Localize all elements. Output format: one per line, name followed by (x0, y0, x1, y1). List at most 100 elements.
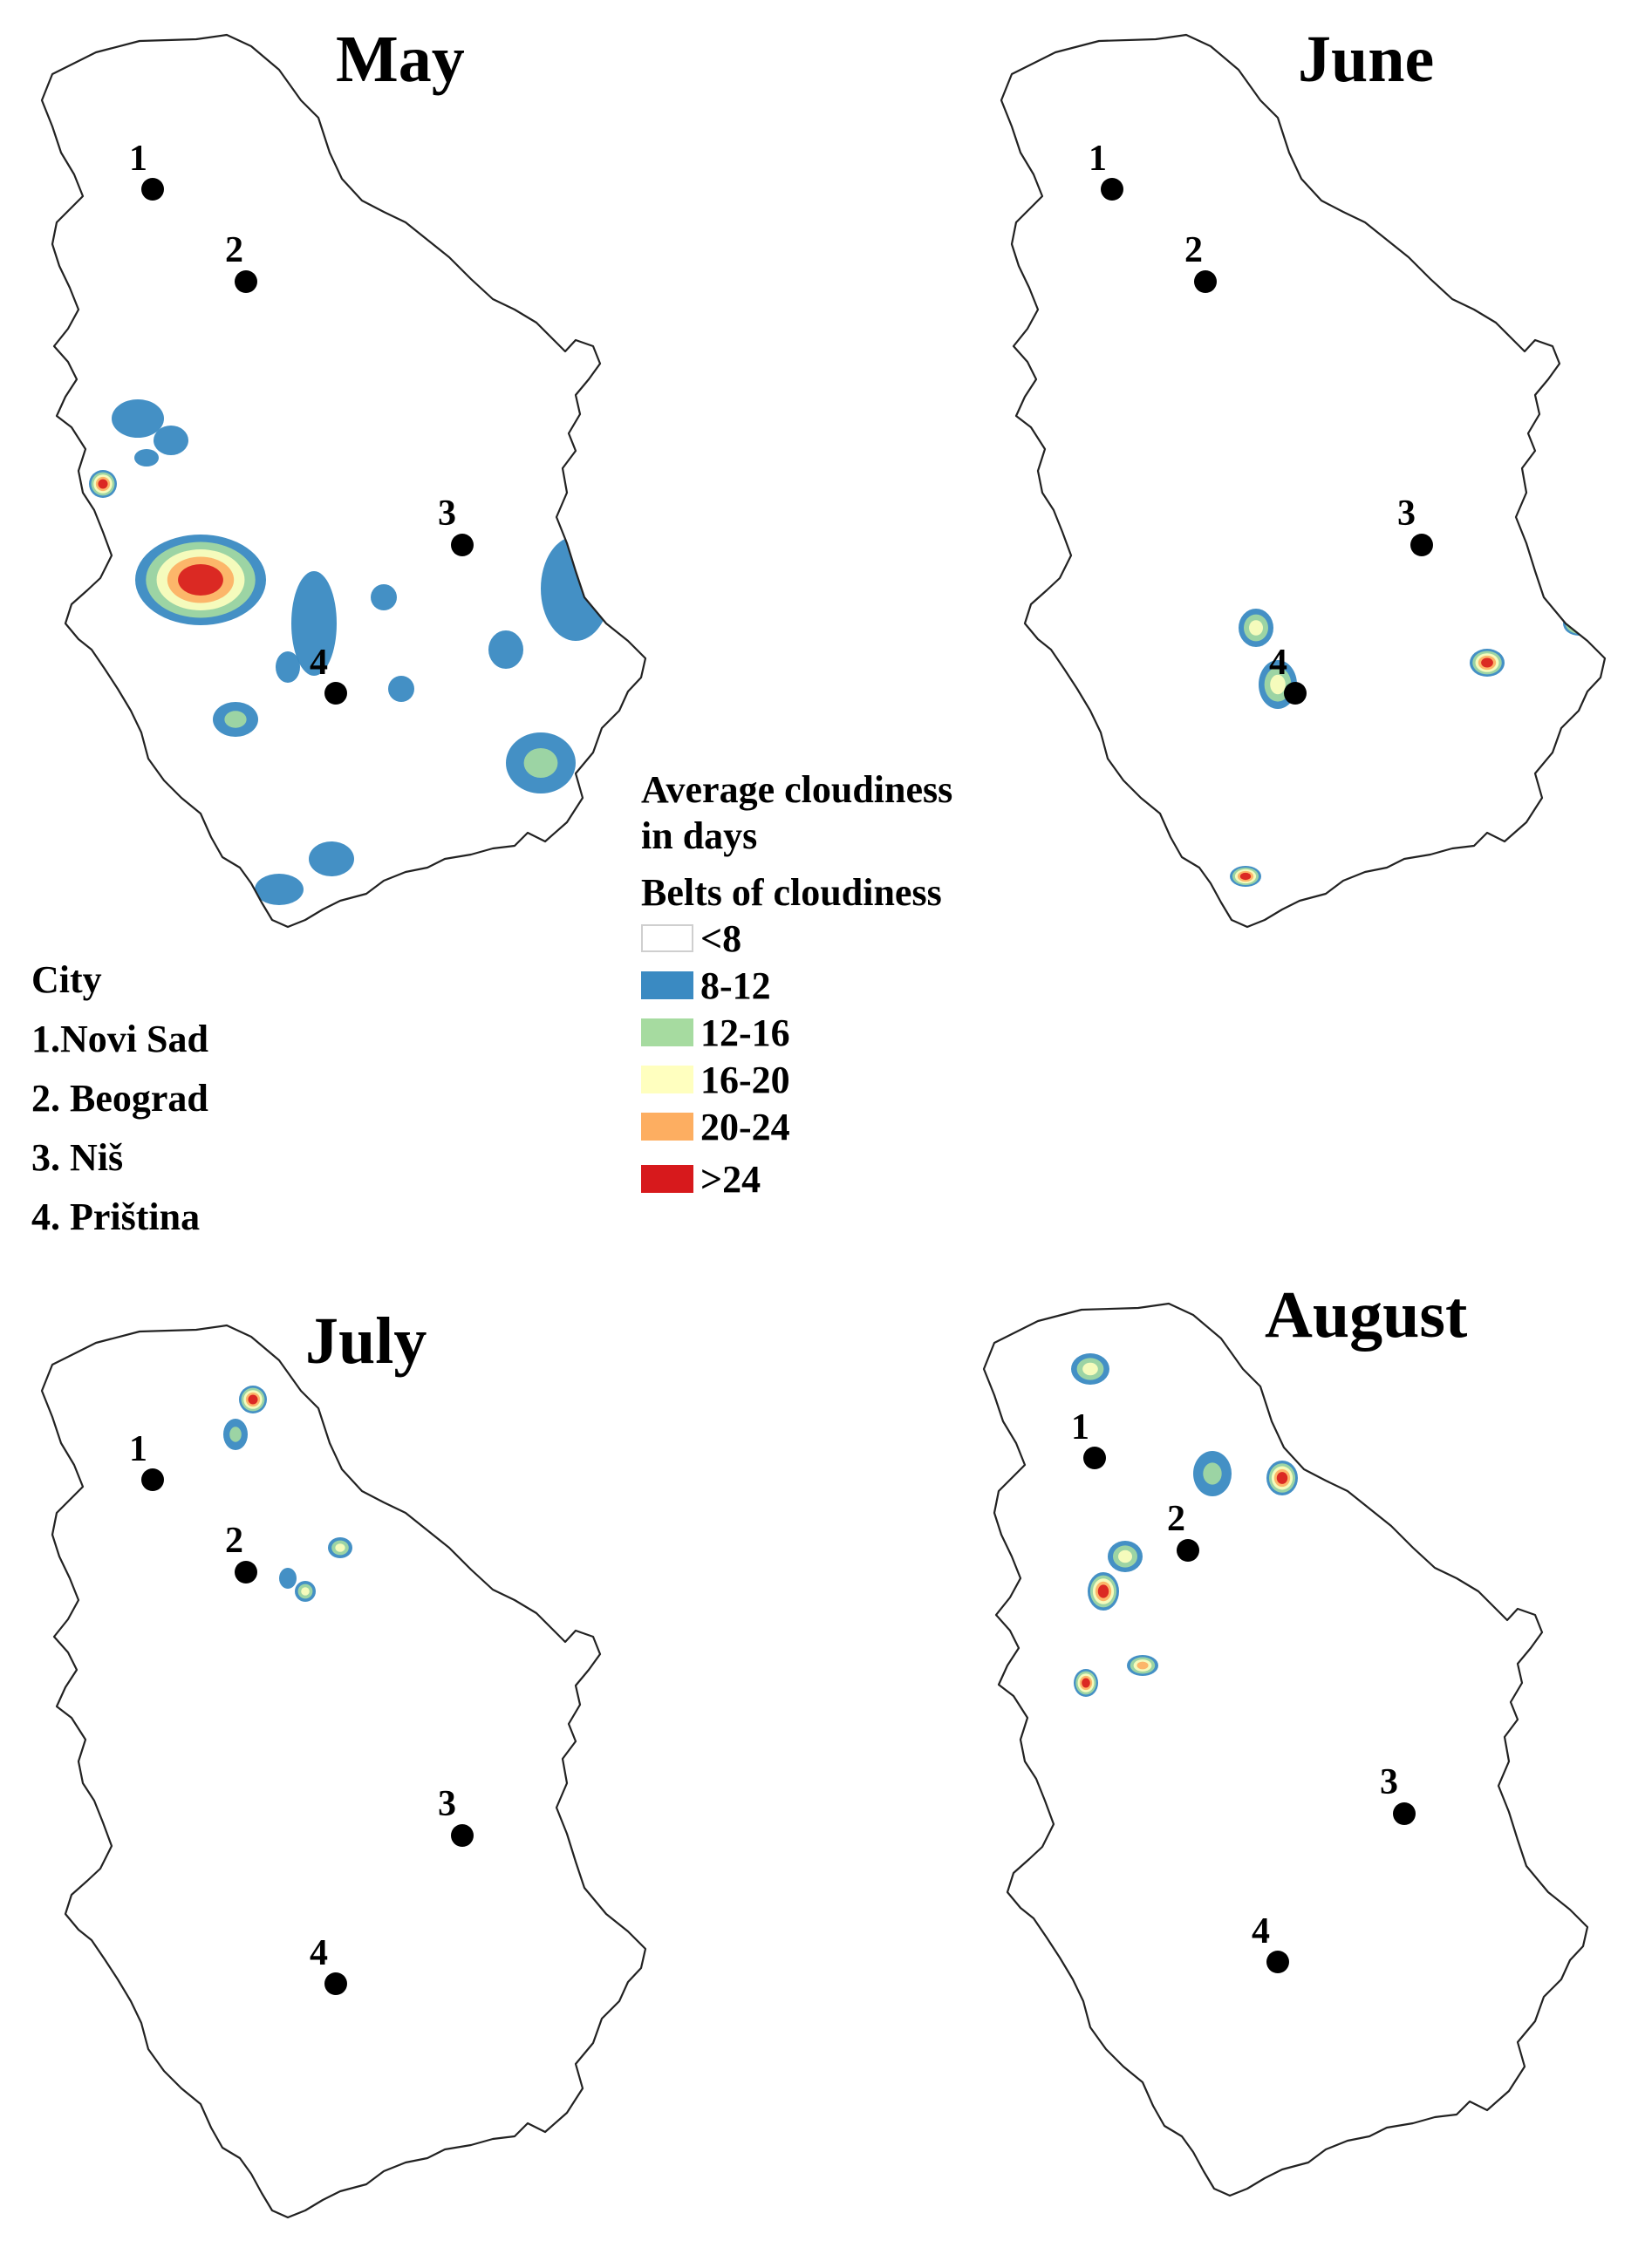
map-svg: 1 2 3 4 (40, 33, 647, 929)
country-border (40, 1324, 647, 2219)
map-title-july: July (305, 1304, 427, 1378)
legend-row-12-16: 12-16 (641, 1010, 952, 1057)
country-border (1000, 33, 1607, 929)
legend-row-gt24: >24 (641, 1156, 952, 1203)
cloudiness-area (1108, 1541, 1143, 1572)
cloudiness-area (309, 841, 354, 876)
city-number-label: 3 (438, 494, 456, 534)
city-number-label: 3 (1380, 1762, 1398, 1802)
city-number-label: 4 (310, 643, 328, 683)
legend-swatch-lt8 (641, 924, 693, 953)
cloudiness-area (135, 535, 266, 625)
city-number-label: 4 (310, 1933, 328, 1973)
cloudiness-area (291, 571, 337, 676)
cloudiness-area (255, 874, 304, 905)
cloudiness-area (279, 1568, 297, 1589)
cloudiness-area (1563, 611, 1594, 636)
legend-swatch-20-24 (641, 1113, 693, 1141)
city-legend-item-nis: 3. Niš (31, 1136, 124, 1179)
cloudiness-area (276, 651, 300, 683)
city-marker (324, 1972, 347, 1995)
cloudiness-area (239, 1386, 267, 1413)
country-border (40, 33, 647, 929)
legend-heading-line1: Average cloudiness (641, 768, 953, 811)
city-legend-heading: City (31, 958, 102, 1001)
map-panel-july: 1 2 3 4 July (0, 1282, 698, 2268)
map-svg: 1 2 3 4 (982, 1302, 1589, 2197)
legend-swatch-gt24 (641, 1165, 693, 1194)
city-marker (1083, 1447, 1106, 1469)
country-fill (1001, 35, 1605, 927)
legend-row-16-20: 16-20 (641, 1057, 952, 1104)
country-fill (42, 35, 645, 927)
city-marker (451, 1824, 474, 1847)
city-marker (1101, 178, 1123, 201)
legend-row-lt8: <8 (641, 916, 952, 963)
cloudiness-area (1127, 1655, 1158, 1676)
city-number-label: 2 (1184, 230, 1203, 270)
city-marker (324, 682, 347, 705)
cloudiness-area (506, 732, 576, 793)
legend-label-16-20: 16-20 (700, 1059, 790, 1102)
city-number-label: 2 (225, 230, 243, 270)
cloudiness-area (223, 1419, 248, 1450)
city-legend-item-novi-sad: 1.Novi Sad (31, 1018, 208, 1060)
city-marker (1410, 534, 1433, 556)
city-marker (1177, 1539, 1199, 1562)
city-marker (1393, 1802, 1416, 1825)
cloudiness-area (1195, 916, 1212, 927)
city-legend-item-pristina: 4. Priština (31, 1195, 201, 1238)
city-number-label: 3 (438, 1784, 456, 1824)
legend-label-12-16: 12-16 (700, 1011, 790, 1055)
cloudiness-area (1547, 1652, 1575, 1679)
city-number-label: 2 (1167, 1499, 1185, 1539)
city-marker (1284, 682, 1307, 705)
cloudiness-area (134, 449, 159, 467)
map-svg: 1 2 3 4 (1000, 33, 1607, 929)
country-fill (984, 1304, 1587, 2196)
city-number-label: 4 (1269, 643, 1287, 683)
map-title-may: May (336, 23, 465, 96)
legend-swatch-8-12 (641, 971, 693, 1000)
city-number-label: 1 (1089, 139, 1107, 179)
cloudiness-area (328, 1537, 352, 1558)
city-legend-item-beograd: 2. Beograd (31, 1077, 208, 1120)
map-panel-may: 1 2 3 4 May (0, 0, 698, 959)
cloudiness-area (540, 1432, 568, 1463)
city-number-label: 1 (129, 139, 147, 179)
legend-heading-line2: in days (641, 814, 758, 857)
city-marker (141, 1468, 164, 1491)
legend-label-gt24: >24 (700, 1158, 761, 1202)
cloudiness-area (1088, 1572, 1119, 1611)
city-marker (1266, 1951, 1289, 1973)
city-marker (235, 1561, 257, 1584)
cloudiness-area (295, 1581, 316, 1602)
legend-label-20-24: 20-24 (700, 1106, 790, 1149)
cloudiness-area (1470, 649, 1505, 677)
cloudiness-legend: Average cloudiness in days Belts of clou… (641, 767, 952, 1203)
cloudiness-area (488, 630, 523, 669)
city-marker (141, 178, 164, 201)
map-title-june: June (1298, 23, 1435, 96)
city-number-label: 1 (1071, 1407, 1089, 1447)
cloudiness-area (154, 426, 188, 455)
map-svg: 1 2 3 4 (40, 1324, 647, 2219)
legend-label-8-12: 8-12 (700, 964, 771, 1008)
cloudiness-area (371, 584, 397, 610)
cloudiness-area (388, 676, 414, 702)
legend-subheading: Belts of cloudiness (641, 870, 942, 914)
cloudiness-area (544, 1397, 572, 1428)
cloudiness-area (1230, 866, 1261, 887)
city-legend: City 1.Novi Sad 2. Beograd 3. Niš 4. Pri… (31, 950, 208, 1247)
cloudiness-area (1239, 609, 1273, 647)
cloudiness-area (1193, 1451, 1232, 1496)
cloudiness-area (1526, 1463, 1561, 1502)
country-border (982, 1302, 1589, 2197)
cloudiness-area (112, 399, 164, 438)
legend-row-20-24: 20-24 (641, 1104, 952, 1151)
cloudiness-area (1071, 1353, 1109, 1385)
cloudiness-area (213, 702, 258, 737)
country-fill (42, 1325, 645, 2217)
